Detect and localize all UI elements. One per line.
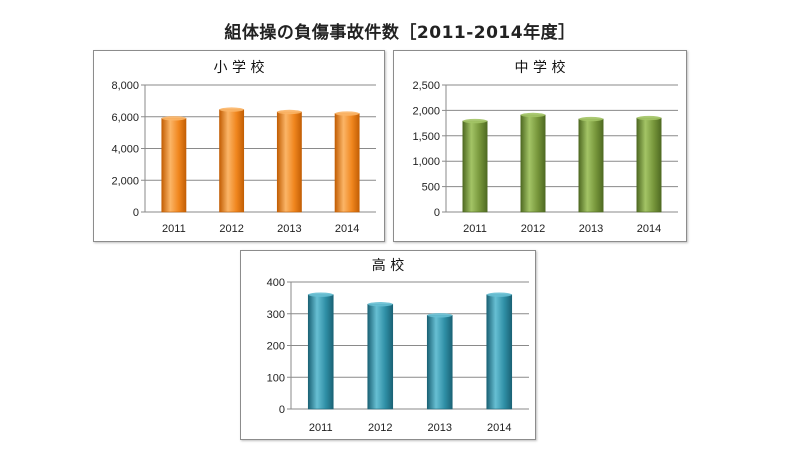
bar-cap [308,292,334,297]
bar-junior-high-2014 [636,117,662,213]
y-tick-label: 100 [267,372,285,384]
x-tick-label: 2011 [309,422,333,434]
bar-cap [219,107,244,112]
bar-elementary-2011 [161,118,187,213]
chart-panel-junior-high: 中 学 校 0 500 1,000 1,500 2,000 2,500 2011 2012 201… [393,50,687,242]
chart-panel-high-school: 高 校 0 100 200 300 400 2011 2012 2013 2014 [240,250,536,440]
y-tick-label: 6,000 [111,112,139,124]
y-tick-label: 2,000 [412,105,440,117]
y-tick-label: 400 [267,277,285,289]
bar-cap [367,302,393,307]
bar-cap [277,109,302,115]
y-tick-label: 4,000 [111,144,139,156]
bar-cap [427,313,453,318]
x-tick-label: 2013 [428,422,452,434]
bar-cap [636,115,662,121]
bar-cap [462,118,488,124]
x-tick-label: 2012 [521,223,545,235]
chart-elementary: 小 学 校 0 2,000 4,000 6,000 8,000 2011 2012 2013 20… [111,59,376,235]
x-tick-label: 2011 [463,223,487,235]
bar-high-school-2012 [367,303,394,410]
y-tick-label: 1,000 [412,156,440,168]
y-tick-label: 500 [422,182,440,194]
bar-cap [520,112,546,118]
chart-title-junior-high: 中 学 校 [515,59,566,76]
chart-junior-high: 中 学 校 0 500 1,000 1,500 2,000 2,500 2011 2012 201… [412,59,678,235]
bar-cap [334,111,360,116]
x-tick-label: 2013 [579,223,603,235]
page-title: 組体操の負傷事故件数［2011-2014年度］ [224,23,576,43]
bar-cap [486,292,512,297]
bar-junior-high-2013 [578,118,604,213]
chart-high-school: 高 校 0 100 200 300 400 2011 2012 2013 2014 [267,257,529,434]
x-tick-label: 2012 [368,422,392,434]
bar-junior-high-2011 [462,120,488,213]
y-tick-label: 8,000 [111,80,139,92]
x-tick-label: 2014 [637,223,661,235]
bar-high-school-2011 [307,294,334,410]
x-tick-label: 2013 [277,223,301,235]
bar-junior-high-2012 [520,114,546,213]
y-tick-label: 0 [133,207,139,219]
bar-high-school-2014 [486,294,513,410]
y-tick-label: 0 [434,207,440,219]
bar-high-school-2013 [426,315,453,410]
bar-cap [578,116,604,122]
x-tick-label: 2014 [335,223,359,235]
x-tick-label: 2014 [487,422,511,434]
y-tick-label: 300 [267,309,285,321]
x-tick-label: 2011 [162,223,186,235]
bar-cap [161,116,187,121]
y-tick-label: 1,500 [412,131,440,143]
bar-elementary-2014 [334,113,360,213]
y-tick-label: 2,000 [111,175,139,187]
x-tick-label: 2012 [219,223,243,235]
chart-panel-elementary: 小 学 校 0 2,000 4,000 6,000 8,000 2011 2012 2013 20… [93,50,385,242]
bar-elementary-2013 [276,111,302,213]
chart-title-elementary: 小 学 校 [214,59,265,76]
chart-title-high-school: 高 校 [372,257,404,274]
bar-elementary-2012 [219,109,245,213]
y-tick-label: 2,500 [412,80,440,92]
y-tick-label: 200 [267,341,285,353]
y-tick-label: 0 [279,404,285,416]
